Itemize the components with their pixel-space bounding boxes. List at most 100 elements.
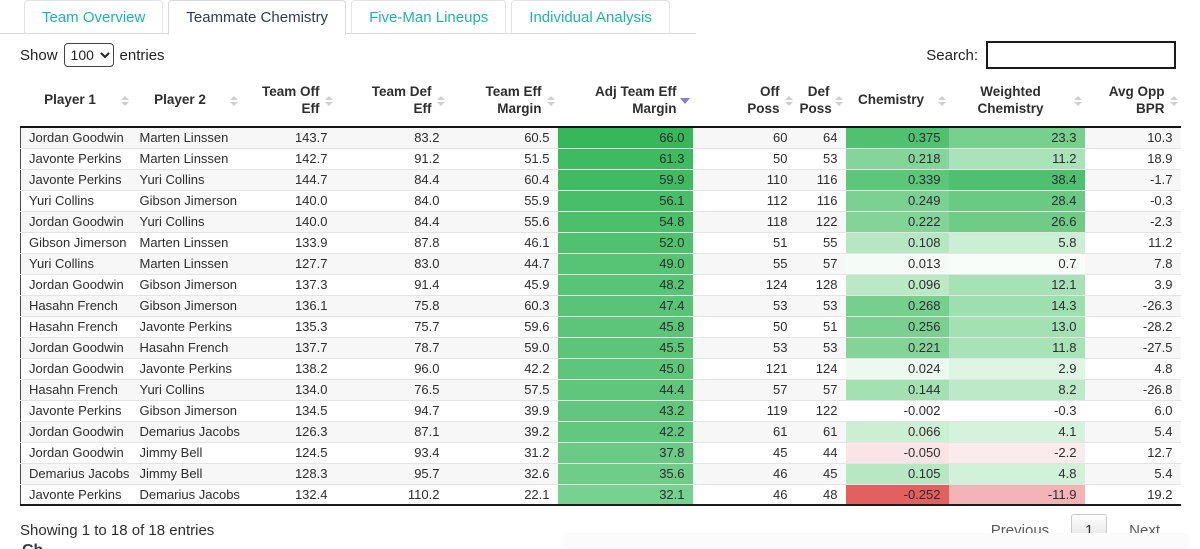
col-header-off_eff[interactable]: Team Off Eff — [240, 75, 336, 128]
cell-def_poss: 61 — [795, 421, 846, 443]
cell-p2: Gibson Jimerson — [131, 190, 241, 212]
cell-adj: 52.0 — [557, 232, 693, 254]
cell-def_poss: 53 — [795, 295, 846, 317]
cell-p1: Javonte Perkins — [20, 169, 132, 191]
cell-adj: 43.2 — [557, 400, 693, 422]
cell-def_eff: 95.7 — [335, 463, 448, 485]
cell-margin: 60.4 — [447, 169, 558, 191]
cell-adj: 45.0 — [557, 358, 693, 380]
table-row: Hasahn French Gibson Jimerson 136.1 75.8 60.… — [20, 295, 1181, 317]
col-header-p2[interactable]: Player 2 — [131, 75, 241, 128]
table-row: Hasahn French Yuri Collins 134.0 76.5 57.5 44… — [20, 379, 1181, 401]
cell-def_eff: 83.0 — [335, 253, 448, 275]
cell-off_poss: 110 — [692, 169, 796, 191]
cell-bpr: 3.9 — [1084, 274, 1181, 296]
cell-def_eff: 96.0 — [335, 358, 448, 380]
cell-margin: 45.9 — [447, 274, 558, 296]
cell-margin: 32.6 — [447, 463, 558, 485]
table-body: Jordan Goodwin Marten Linssen 143.7 83.2 60.… — [20, 127, 1181, 506]
cell-wchem: 11.8 — [948, 337, 1085, 359]
cell-p1: Javonte Perkins — [20, 148, 132, 170]
cell-p1: Jordan Goodwin — [20, 211, 132, 233]
cell-off_poss: 46 — [692, 484, 796, 506]
table-row: Javonte Perkins Yuri Collins 144.7 84.4 60.4… — [20, 169, 1181, 191]
cell-chem: -0.002 — [845, 400, 949, 422]
cell-chem: 0.105 — [845, 463, 949, 485]
cell-off_eff: 144.7 — [240, 169, 336, 191]
cell-bpr: 19.2 — [1084, 484, 1181, 506]
cell-def_eff: 94.7 — [335, 400, 448, 422]
cell-wchem: 5.8 — [948, 232, 1085, 254]
cell-off_eff: 134.5 — [240, 400, 336, 422]
tab-team-overview[interactable]: Team Overview — [24, 0, 164, 34]
cell-def_eff: 93.4 — [335, 442, 448, 464]
cell-def_poss: 128 — [795, 274, 846, 296]
header-row: Player 1 Player 2 Team Off Eff Team Def Eff… — [20, 75, 1181, 128]
table-row: Jordan Goodwin Yuri Collins 140.0 84.4 55.6 5… — [20, 211, 1181, 233]
cell-adj: 61.3 — [557, 148, 693, 170]
tab-teammate-chemistry[interactable]: Teammate Chemistry — [168, 0, 347, 35]
cell-p2: Gibson Jimerson — [131, 295, 241, 317]
col-header-off_poss[interactable]: Off Poss — [692, 75, 796, 128]
table-row: Yuri Collins Gibson Jimerson 140.0 84.0 55.9… — [20, 190, 1181, 212]
cell-chem: -0.050 — [845, 442, 949, 464]
cell-bpr: -26.8 — [1084, 379, 1181, 401]
cell-def_poss: 53 — [795, 148, 846, 170]
tab-individual-analysis[interactable]: Individual Analysis — [511, 0, 670, 34]
cell-wchem: 0.7 — [948, 253, 1085, 275]
col-header-wchem[interactable]: Weighted Chemistry — [948, 75, 1085, 128]
clipped-next-section-heading: Ch — [22, 542, 43, 549]
cell-chem: 0.268 — [845, 295, 949, 317]
cell-off_poss: 55 — [692, 253, 796, 275]
cell-adj: 45.5 — [557, 337, 693, 359]
col-header-p1[interactable]: Player 1 — [20, 75, 132, 128]
cell-def_eff: 75.7 — [335, 316, 448, 338]
cell-wchem: 26.6 — [948, 211, 1085, 233]
cell-p1: Jordan Goodwin — [20, 337, 132, 359]
cell-p1: Jordan Goodwin — [20, 358, 132, 380]
cell-bpr: -0.3 — [1084, 190, 1181, 212]
cell-off_eff: 138.2 — [240, 358, 336, 380]
table-row: Jordan Goodwin Marten Linssen 143.7 83.2 60.… — [20, 127, 1181, 149]
cell-chem: 0.339 — [845, 169, 949, 191]
cell-p1: Jordan Goodwin — [20, 127, 132, 149]
cell-off_poss: 61 — [692, 421, 796, 443]
cell-off_eff: 126.3 — [240, 421, 336, 443]
col-header-label: Adj Team Eff Margin — [594, 83, 677, 116]
col-header-chem[interactable]: Chemistry — [845, 75, 949, 128]
cell-off_eff: 142.7 — [240, 148, 336, 170]
entries-select[interactable]: 100 — [63, 43, 114, 67]
cell-off_eff: 140.0 — [240, 190, 336, 212]
cell-margin: 55.9 — [447, 190, 558, 212]
cell-def_eff: 84.0 — [335, 190, 448, 212]
cell-def_poss: 48 — [795, 484, 846, 506]
col-header-margin[interactable]: Team Eff Margin — [447, 75, 558, 128]
col-header-def_poss[interactable]: Def Poss — [795, 75, 846, 128]
cell-p1: Hasahn French — [20, 379, 132, 401]
cell-p2: Yuri Collins — [131, 211, 241, 233]
cell-wchem: 28.4 — [948, 190, 1085, 212]
cell-margin: 31.2 — [447, 442, 558, 464]
search-label: Search: — [926, 46, 978, 64]
cell-chem: 0.256 — [845, 316, 949, 338]
sort-desc-icon — [679, 97, 690, 104]
table-row: Jordan Goodwin Jimmy Bell 124.5 93.4 31.2 37.… — [20, 442, 1181, 464]
cell-def_poss: 51 — [795, 316, 846, 338]
cell-def_eff: 91.4 — [335, 274, 448, 296]
cell-adj: 48.2 — [557, 274, 693, 296]
col-header-label: Chemistry — [857, 92, 925, 108]
col-header-bpr[interactable]: Avg Opp BPR — [1084, 75, 1181, 128]
cell-off_poss: 112 — [692, 190, 796, 212]
search-input[interactable] — [986, 41, 1176, 69]
col-header-def_eff[interactable]: Team Def Eff — [335, 75, 448, 128]
tab-five-man-lineups[interactable]: Five-Man Lineups — [351, 0, 507, 34]
cell-margin: 22.1 — [447, 484, 558, 506]
cell-off_eff: 137.7 — [240, 337, 336, 359]
col-header-adj[interactable]: Adj Team Eff Margin — [557, 75, 693, 128]
col-header-label: Off Poss — [747, 83, 780, 116]
cell-margin: 55.6 — [447, 211, 558, 233]
cell-wchem: -11.9 — [948, 484, 1085, 506]
cell-wchem: 8.2 — [948, 379, 1085, 401]
cell-off_eff: 143.7 — [240, 127, 336, 149]
cell-p2: Demarius Jacobs — [131, 484, 241, 506]
